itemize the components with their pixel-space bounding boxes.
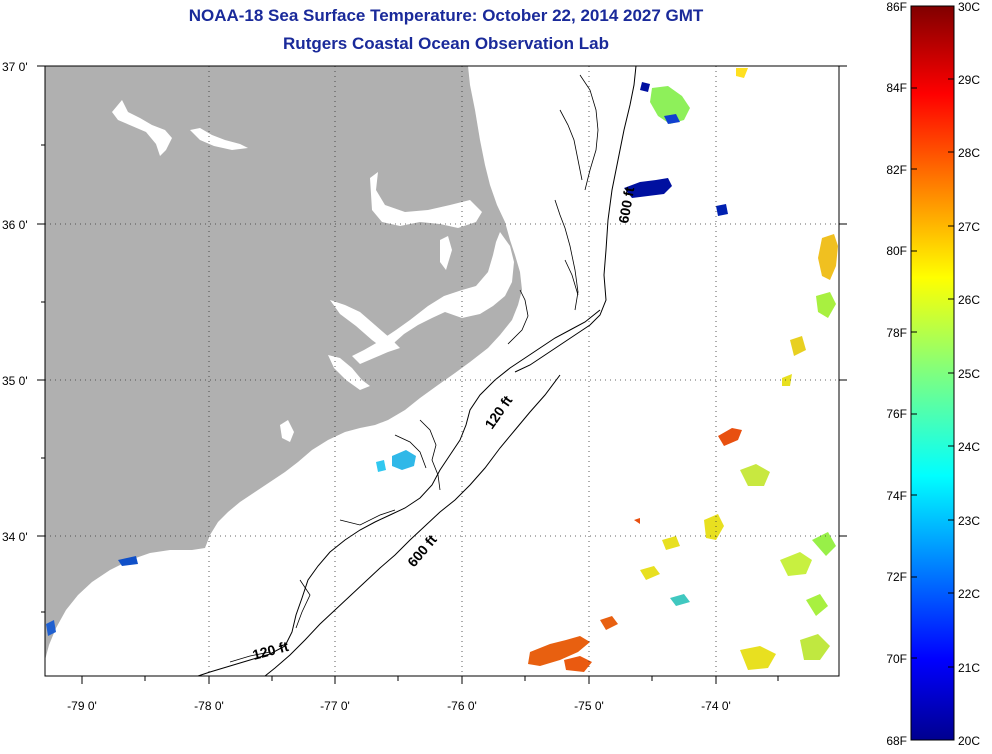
colorbar-f-label: 72F: [886, 570, 907, 584]
sst-patches: [46, 68, 838, 672]
river-estuary: [330, 300, 400, 352]
small-inlet: [440, 236, 452, 270]
colorbar-c-label: 22C: [958, 587, 980, 601]
lon-label: -76 0': [447, 699, 477, 713]
lon-label: -77 0': [320, 699, 350, 713]
albemarle-sound: [370, 172, 482, 228]
colorbar-c-label: 26C: [958, 293, 980, 307]
colorbar-c-label: 27C: [958, 220, 980, 234]
pamlico-sound: [352, 232, 514, 364]
lon-label: -78 0': [194, 699, 224, 713]
colorbar-f-label: 76F: [886, 407, 907, 421]
colorbar-f-label: 82F: [886, 163, 907, 177]
contour-120ft: [197, 309, 601, 676]
depth-contours: [197, 66, 637, 676]
contour-600ft-south: [264, 374, 561, 676]
colorbar-c-label: 28C: [958, 146, 980, 160]
lon-label: -74 0': [701, 699, 731, 713]
colorbar-f-label: 68F: [886, 734, 907, 748]
lat-label: 34 0': [2, 530, 28, 544]
colorbar-f-label: 86F: [886, 0, 907, 14]
lat-label: 35 0': [2, 374, 28, 388]
colorbar-ticks: [911, 78, 954, 668]
map-subtitle: Rutgers Coastal Ocean Observation Lab: [283, 34, 609, 53]
contour-label: 600 ft: [615, 185, 637, 224]
colorbar-gradient: [910, 5, 955, 741]
colorbar-c-label: 23C: [958, 514, 980, 528]
neuse-river: [328, 355, 370, 390]
map-border: [44, 65, 840, 677]
colorbar: 86F 84F 82F 80F 78F 76F 74F 72F 70F 68F …: [886, 0, 980, 748]
contour-600ft-north: [514, 66, 637, 373]
map-grid: [45, 66, 839, 676]
colorbar-c-label: 30C: [958, 0, 980, 14]
cape-inlet: [280, 420, 294, 442]
colorbar-f-label: 74F: [886, 489, 907, 503]
lat-label: 36 0': [2, 218, 28, 232]
lake-1: [112, 100, 172, 156]
colorbar-f-label: 78F: [886, 326, 907, 340]
colorbar-f-label: 70F: [886, 652, 907, 666]
lon-label: -79 0': [67, 699, 97, 713]
axis-ticks: [37, 65, 847, 684]
colorbar-f-label: 84F: [886, 81, 907, 95]
colorbar-c-label: 29C: [958, 73, 980, 87]
map-title: NOAA-18 Sea Surface Temperature: October…: [188, 6, 704, 25]
lat-label: 37 0': [2, 60, 28, 74]
colorbar-c-label: 25C: [958, 367, 980, 381]
lon-label: -75 0': [574, 699, 604, 713]
colorbar-c-label: 24C: [958, 440, 980, 454]
lake-2: [190, 128, 248, 150]
colorbar-c-label: 21C: [958, 661, 980, 675]
colorbar-f-label: 80F: [886, 244, 907, 258]
colorbar-c-label: 20C: [958, 734, 980, 748]
